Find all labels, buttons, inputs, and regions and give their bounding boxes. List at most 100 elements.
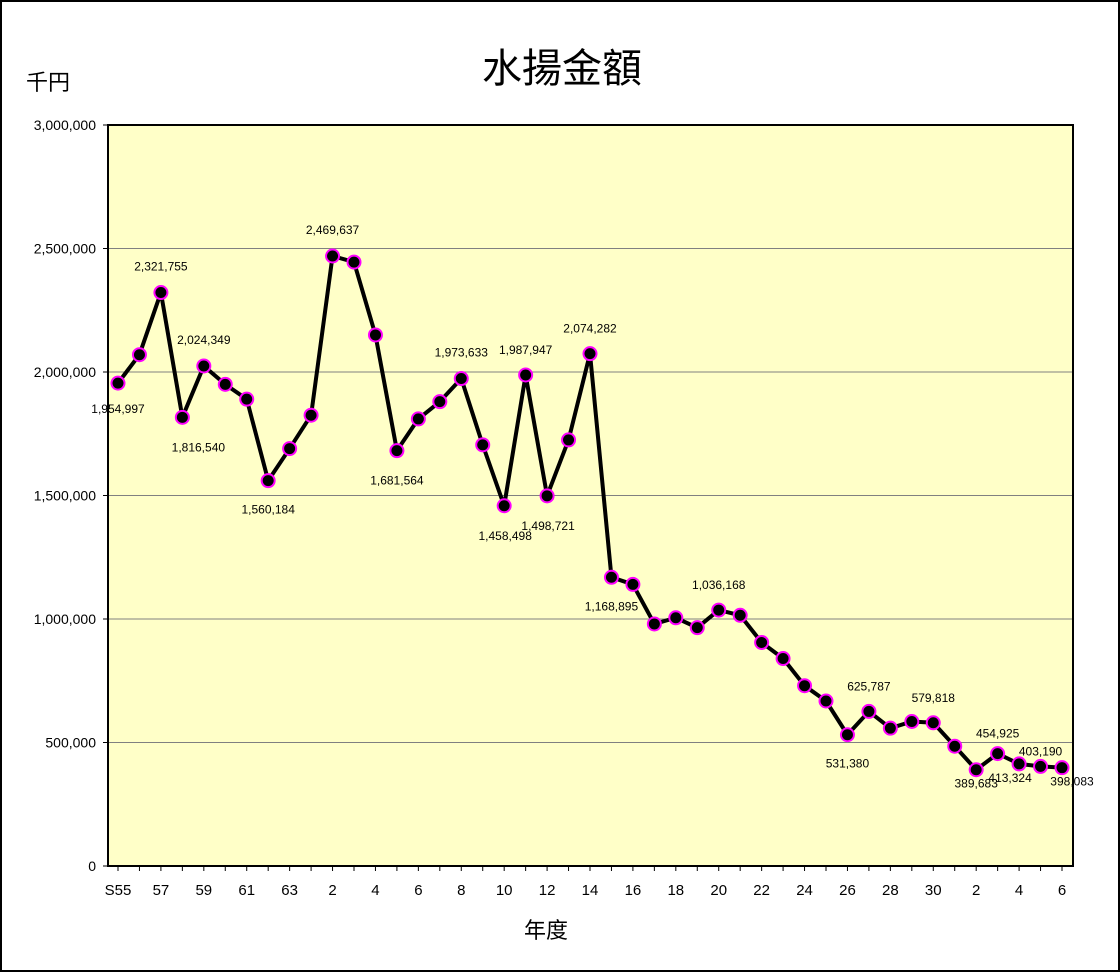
x-tick-label: 30	[925, 882, 942, 899]
y-tick-label: 2,500,000	[34, 241, 96, 257]
x-tick-label: 20	[710, 882, 727, 899]
data-label: 1,987,947	[499, 343, 553, 357]
data-point	[475, 437, 491, 453]
data-point	[775, 651, 791, 667]
x-axis-ticks: S55 57 59 61 63 2 4 6 8 10 12 14 16 18 20 22 24 26 28 30 2 4 6	[105, 866, 1066, 899]
y-axis-ticks: 0 500,000 1,000,000 1,500,000 2,000,000 2,500…	[34, 117, 108, 874]
data-label: 1,681,564	[370, 474, 424, 488]
plot-border	[107, 124, 1074, 867]
data-point	[904, 714, 920, 730]
data-point	[818, 693, 834, 709]
data-label: 531,380	[826, 757, 870, 771]
data-point	[325, 248, 341, 264]
x-tick-label: 16	[625, 882, 642, 899]
data-point	[797, 678, 813, 694]
data-point	[839, 727, 855, 743]
x-tick-label: 2	[328, 882, 336, 899]
data-label: 579,818	[912, 691, 956, 705]
data-point	[432, 394, 448, 410]
data-point	[668, 610, 684, 626]
data-point	[646, 616, 662, 632]
data-label: 2,321,755	[134, 260, 188, 274]
data-point	[453, 371, 469, 387]
data-label: 403,190	[1019, 744, 1063, 758]
x-tick-label: 12	[539, 882, 556, 899]
data-label: 454,925	[976, 727, 1020, 741]
data-label: 1,498,721	[521, 519, 575, 533]
data-point	[603, 569, 619, 585]
data-point	[518, 367, 534, 383]
x-tick-label: 6	[414, 882, 422, 899]
data-point	[239, 391, 255, 407]
data-point	[1011, 756, 1027, 772]
data-point	[367, 327, 383, 343]
data-point	[282, 441, 298, 457]
data-point	[1033, 758, 1049, 774]
data-point	[110, 375, 126, 391]
data-point	[260, 473, 276, 489]
x-tick-label: 8	[457, 882, 465, 899]
data-point	[303, 407, 319, 423]
data-point	[346, 254, 362, 270]
data-label: 1,036,168	[692, 578, 746, 592]
data-point	[925, 715, 941, 731]
data-label: 1,458,498	[478, 529, 532, 543]
chart-title: 水揚金額	[482, 46, 642, 92]
data-label: 1,560,184	[241, 503, 295, 517]
x-tick-label: 24	[796, 882, 813, 899]
data-labels: 1,954,997 2,321,755 1,816,540 2,024,349 1,56…	[91, 223, 1094, 791]
data-point	[153, 285, 169, 301]
y-tick-label: 3,000,000	[34, 117, 96, 133]
x-tick-label: 61	[238, 882, 255, 899]
x-tick-label: 57	[153, 882, 170, 899]
x-tick-label: 59	[195, 882, 212, 899]
data-label: 2,469,637	[306, 223, 360, 237]
data-label: 2,024,349	[177, 333, 231, 347]
y-tick-label: 1,000,000	[34, 611, 96, 627]
data-label: 1,954,997	[91, 402, 145, 416]
y-tick-label: 1,500,000	[34, 488, 96, 504]
data-point	[131, 347, 147, 363]
data-point	[496, 498, 512, 514]
data-point	[539, 488, 555, 504]
data-point	[196, 358, 212, 374]
data-point	[389, 443, 405, 459]
x-tick-label: 26	[839, 882, 856, 899]
data-point	[754, 634, 770, 650]
y-tick-label: 500,000	[45, 735, 96, 751]
x-tick-label: 10	[496, 882, 513, 899]
data-point	[582, 346, 598, 362]
data-point	[947, 738, 963, 754]
data-label: 2,074,282	[563, 322, 617, 336]
data-point	[689, 620, 705, 636]
x-axis-label: 年度	[524, 919, 568, 944]
data-point	[732, 607, 748, 623]
y-axis-unit-label: 千円	[26, 71, 70, 96]
data-point	[174, 409, 190, 425]
data-point	[882, 720, 898, 736]
x-tick-label: 63	[281, 882, 298, 899]
x-tick-label: 6	[1058, 882, 1066, 899]
x-tick-label: 18	[667, 882, 684, 899]
data-label: 389,683	[954, 777, 998, 791]
data-label: 413,324	[988, 771, 1032, 785]
data-point	[1054, 760, 1070, 776]
x-tick-label: 22	[753, 882, 770, 899]
x-tick-label: 2	[972, 882, 980, 899]
x-tick-label: S55	[105, 882, 132, 899]
data-point	[861, 703, 877, 719]
y-tick-label: 2,000,000	[34, 364, 96, 380]
data-point	[561, 432, 577, 448]
data-point	[711, 602, 727, 618]
x-tick-label: 14	[582, 882, 599, 899]
data-label: 1,973,633	[435, 346, 489, 360]
x-tick-label: 4	[1015, 882, 1023, 899]
data-point	[625, 576, 641, 592]
x-tick-label: 4	[371, 882, 379, 899]
x-tick-label: 28	[882, 882, 899, 899]
data-point	[990, 746, 1006, 762]
data-point	[968, 762, 984, 778]
data-label: 625,787	[847, 679, 891, 693]
